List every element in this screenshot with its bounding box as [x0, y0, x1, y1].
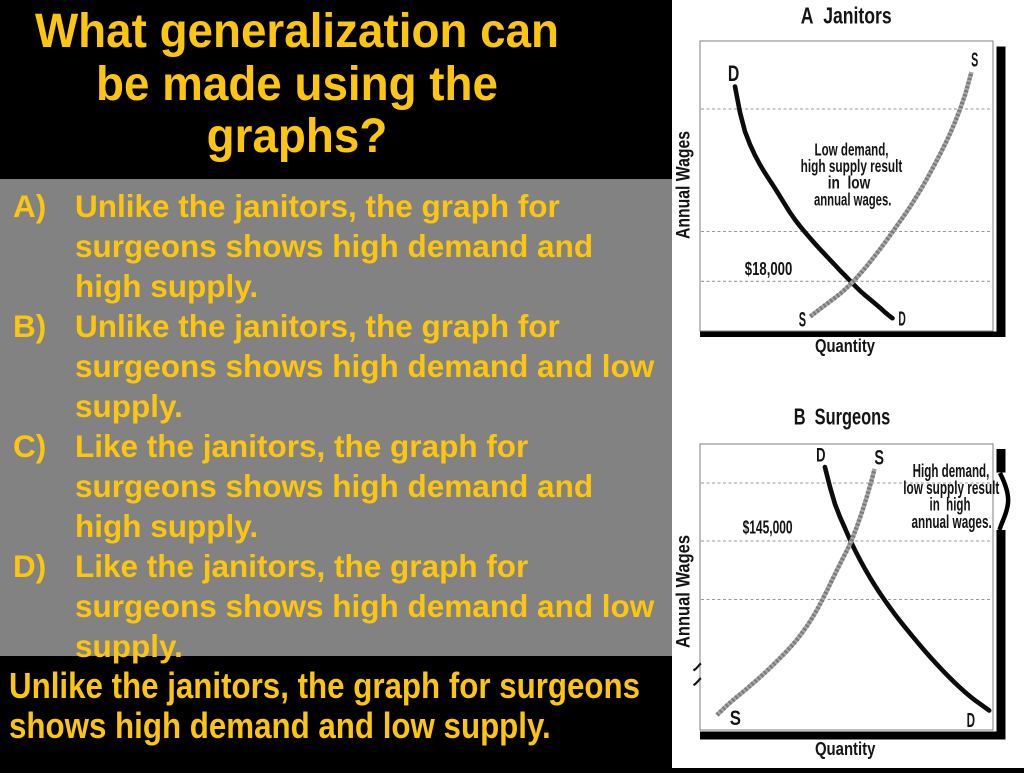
svg-text:Quantity: Quantity: [815, 336, 875, 356]
svg-text:high supply result: high supply result: [801, 156, 903, 176]
svg-text:$18,000: $18,000: [745, 258, 793, 279]
svg-text:D: D: [728, 61, 739, 86]
svg-text:annual wages.: annual wages.: [814, 189, 892, 209]
svg-text:$145,000: $145,000: [743, 517, 793, 538]
svg-text:D: D: [898, 309, 905, 331]
svg-text:Low demand,: Low demand,: [815, 140, 889, 160]
svg-text:High demand,: High demand,: [913, 460, 990, 481]
svg-text:B Surgeons: B Surgeons: [794, 404, 891, 430]
svg-text:A Janitors: A Janitors: [801, 2, 892, 28]
svg-text:S: S: [799, 308, 806, 331]
svg-text:in low: in low: [828, 173, 871, 193]
svg-text:Quantity: Quantity: [815, 739, 876, 759]
svg-text:Annual Wages: Annual Wages: [674, 535, 695, 648]
svg-text:D: D: [967, 709, 975, 732]
svg-text:in high: in high: [930, 494, 971, 515]
svg-text:S: S: [730, 707, 741, 730]
svg-text:S: S: [971, 49, 978, 71]
svg-text:D: D: [816, 446, 825, 467]
svg-text:S: S: [874, 446, 884, 469]
svg-text:Annual Wages: Annual Wages: [674, 131, 695, 239]
svg-text:annual wages.: annual wages.: [911, 511, 991, 532]
svg-text:low supply result: low supply result: [903, 477, 999, 498]
